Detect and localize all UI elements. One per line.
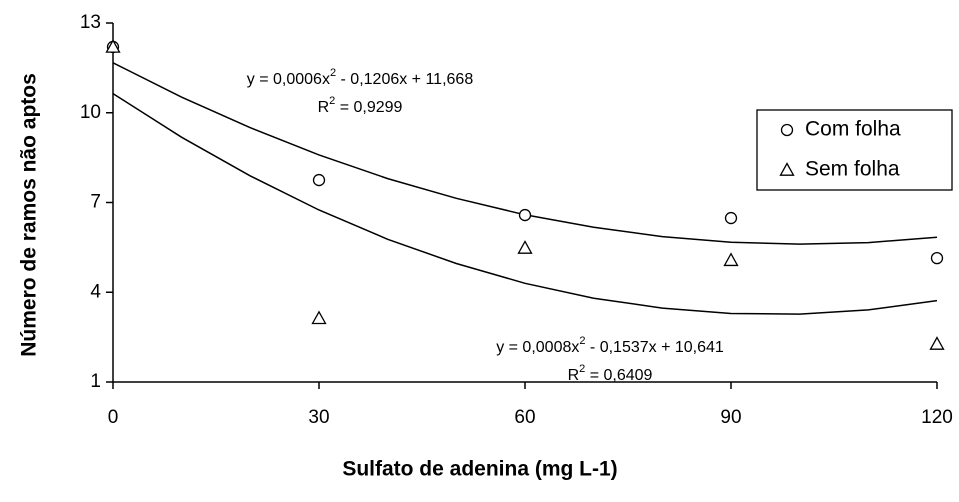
y-tick-label: 4 [90,281,101,302]
point [518,208,532,222]
superscript: 2 [579,363,585,375]
legend-label: Sem folha [805,158,900,181]
legend-box [756,109,953,191]
text-part: = 0,6409 [585,367,652,384]
trendline [112,92,938,315]
x-tick-label: 30 [308,407,329,428]
x-axis-title: Sulfato de adenina (mg L-1) [342,458,617,481]
text-part: = 0,9299 [335,99,402,116]
point [311,310,327,325]
point [105,39,121,53]
text-part: y = 0,0006x [247,71,330,88]
text-part: R [318,99,330,116]
x-tick-label: 120 [921,407,953,428]
point [723,252,739,267]
r-squared: R2 = 0,9299 [318,95,403,116]
superscript: 2 [330,67,336,79]
superscript: 2 [329,95,335,107]
x-tick-label: 0 [108,407,119,428]
text-part: y = 0,0008x [496,339,579,356]
superscript: 2 [579,335,585,347]
point [724,211,738,225]
point [312,173,326,187]
x-tick-label: 60 [514,407,535,428]
x-tick-label: 90 [720,407,741,428]
y-tick-label: 7 [90,192,101,213]
legend-label: Com folha [805,118,901,141]
point [517,240,533,254]
legend-marker [780,123,794,137]
trend-equation: y = 0,0006x2 - 0,1206x + 11,668 [247,67,474,88]
y-tick-label: 13 [80,12,101,33]
y-axis-title: Número de ramos não aptos [18,73,41,357]
y-tick-label: 1 [90,371,101,392]
text-part: - 0,1537x + 10,641 [585,339,723,356]
trend-equation: y = 0,0008x2 - 0,1537x + 10,641 [496,335,724,356]
point [929,336,945,350]
text-part: - 0,1206x + 11,668 [336,71,473,88]
point [930,251,944,265]
y-tick-label: 10 [80,102,101,123]
r-squared: R2 = 0,6409 [568,363,653,384]
legend-marker [779,162,795,176]
text-part: R [568,367,580,384]
